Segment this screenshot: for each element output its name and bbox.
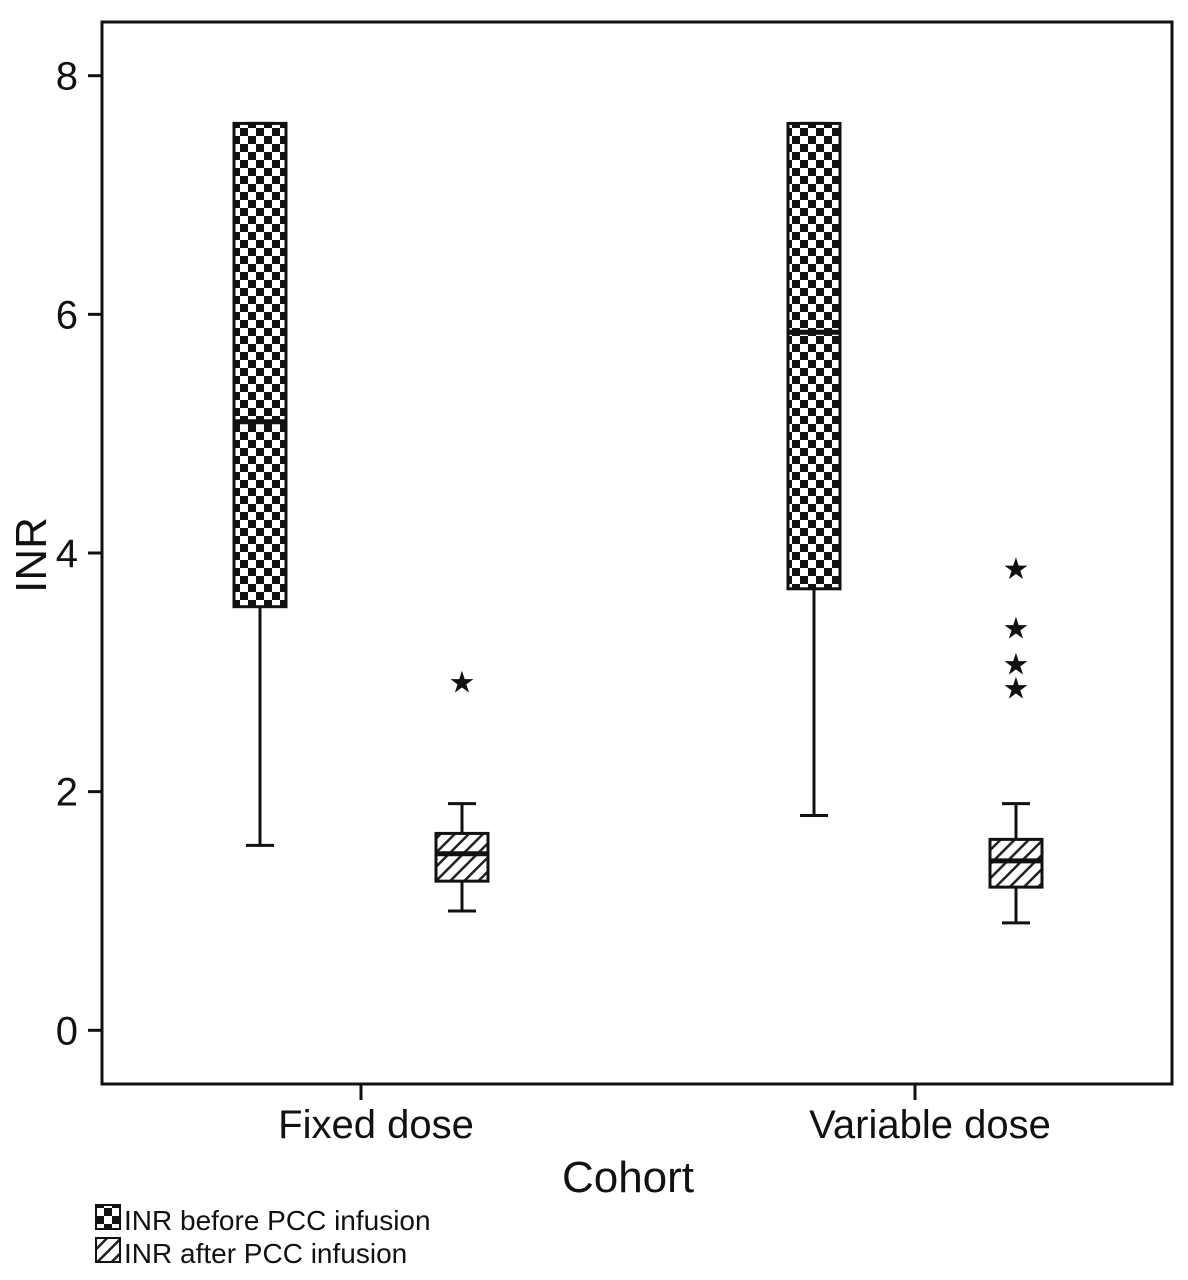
legend-item-before: INR before PCC infusion (95, 1204, 431, 1236)
box-before-fixed (232, 121, 288, 847)
y-tick-label: 4 (56, 532, 78, 576)
x-axis-title: Cohort (562, 1153, 694, 1202)
y-tick-label: 6 (56, 293, 78, 337)
box-after-variable: ★★★★ (988, 552, 1044, 925)
y-axis-title: INR (7, 517, 56, 593)
outlier-star: ★ (1003, 552, 1030, 587)
legend-item-after: INR after PCC infusion (95, 1237, 407, 1269)
iqr-box (232, 121, 288, 609)
x-axis: Fixed dose Variable dose (278, 1084, 1051, 1147)
legend-label-after: INR after PCC infusion (124, 1238, 407, 1269)
outlier-star: ★ (1003, 671, 1030, 706)
box-group: ★ ★★★★ (232, 121, 1044, 925)
x-tick-label: Variable dose (809, 1103, 1051, 1147)
legend: INR before PCC infusion INR after PCC in… (95, 1204, 431, 1269)
box-after-fixed: ★ (434, 665, 490, 913)
y-axis: 0 2 4 6 8 (56, 55, 102, 1053)
legend-swatch-hatch (95, 1237, 121, 1263)
x-tick-label: Fixed dose (278, 1103, 474, 1147)
y-tick-label: 8 (56, 55, 78, 99)
legend-swatch-checker (95, 1204, 121, 1230)
outlier-star: ★ (1003, 612, 1030, 647)
y-tick-label: 0 (56, 1009, 78, 1053)
box-before-variable (786, 121, 842, 818)
legend-label-before: INR before PCC infusion (124, 1205, 431, 1236)
iqr-box (786, 121, 842, 591)
y-tick-label: 2 (56, 771, 78, 815)
iqr-box (434, 831, 490, 883)
outlier-star: ★ (1003, 647, 1030, 682)
outlier-star: ★ (449, 665, 476, 700)
